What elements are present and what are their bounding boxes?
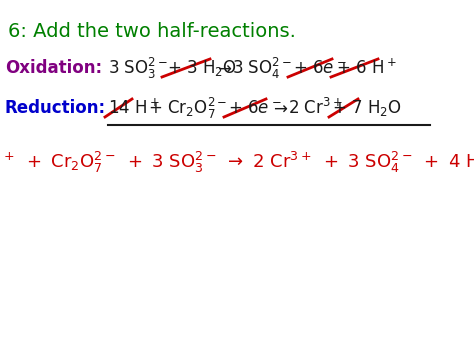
Text: $+\ 3\ \mathrm{H_2O}$: $+\ 3\ \mathrm{H_2O}$: [167, 58, 237, 78]
Text: Oxidation:: Oxidation:: [5, 59, 102, 77]
Text: $8\ \mathrm{H^+}\ +\ \mathrm{Cr_2O_7^{2-}}\ +\ 3\ \mathrm{SO_3^{2-}}\ \rightarro: $8\ \mathrm{H^+}\ +\ \mathrm{Cr_2O_7^{2-…: [0, 149, 474, 175]
Text: $2\ \mathrm{Cr^{3+}}$: $2\ \mathrm{Cr^{3+}}$: [288, 98, 343, 118]
Text: $3\ \mathrm{SO_3^{2-}}$: $3\ \mathrm{SO_3^{2-}}$: [108, 55, 168, 81]
Text: Reduction:: Reduction:: [5, 99, 106, 117]
Text: $+\ \mathrm{Cr_2O_7^{2-}}$: $+\ \mathrm{Cr_2O_7^{2-}}$: [148, 95, 228, 121]
Text: $\rightarrow$: $\rightarrow$: [270, 99, 288, 117]
Text: $14\ \mathrm{H^+}$: $14\ \mathrm{H^+}$: [108, 98, 160, 118]
Text: $+\ 6\ \mathrm{H^+}$: $+\ 6\ \mathrm{H^+}$: [336, 58, 397, 78]
Text: 6: Add the two half-reactions.: 6: Add the two half-reactions.: [8, 22, 296, 41]
Text: $+\ 6e^-$: $+\ 6e^-$: [228, 99, 282, 117]
Text: $3\ \mathrm{SO_4^{2-}}$: $3\ \mathrm{SO_4^{2-}}$: [232, 55, 292, 81]
Text: $+\ 6e^-$: $+\ 6e^-$: [293, 59, 347, 77]
Text: $+\ 7\ \mathrm{H_2O}$: $+\ 7\ \mathrm{H_2O}$: [332, 98, 402, 118]
Text: $\rightarrow$: $\rightarrow$: [214, 59, 232, 77]
